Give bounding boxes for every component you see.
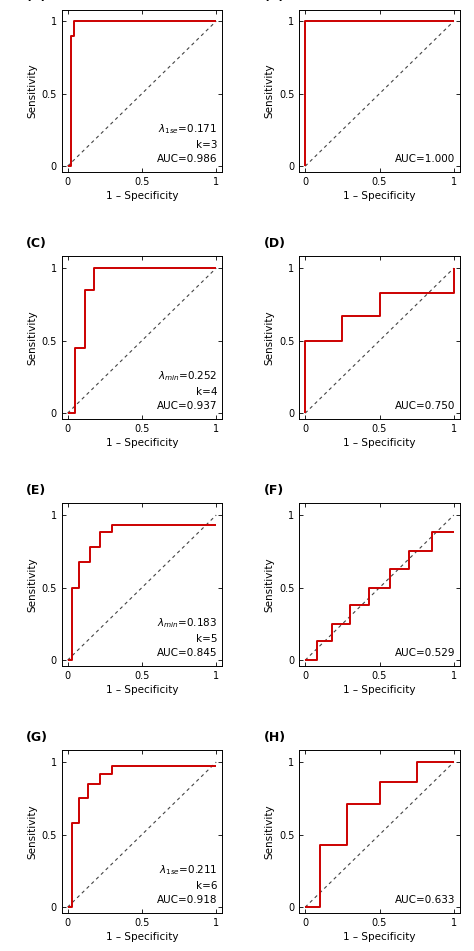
Y-axis label: Sensitivity: Sensitivity <box>27 805 37 859</box>
X-axis label: 1 – Specificity: 1 – Specificity <box>343 932 416 942</box>
X-axis label: 1 – Specificity: 1 – Specificity <box>106 932 178 942</box>
X-axis label: 1 – Specificity: 1 – Specificity <box>343 191 416 201</box>
Text: (G): (G) <box>26 731 48 744</box>
Text: $\lambda_{min}$=0.183
k=5
AUC=0.845: $\lambda_{min}$=0.183 k=5 AUC=0.845 <box>157 616 218 658</box>
Text: $\lambda_{min}$=0.252
k=4
AUC=0.937: $\lambda_{min}$=0.252 k=4 AUC=0.937 <box>157 369 218 411</box>
Text: (A): (A) <box>26 0 48 3</box>
X-axis label: 1 – Specificity: 1 – Specificity <box>106 191 178 201</box>
Text: (B): (B) <box>264 0 285 3</box>
Text: AUC=0.750: AUC=0.750 <box>394 401 455 411</box>
Y-axis label: Sensitivity: Sensitivity <box>265 557 275 612</box>
Y-axis label: Sensitivity: Sensitivity <box>27 557 37 612</box>
Text: (D): (D) <box>264 237 286 250</box>
X-axis label: 1 – Specificity: 1 – Specificity <box>343 685 416 695</box>
X-axis label: 1 – Specificity: 1 – Specificity <box>106 685 178 695</box>
Y-axis label: Sensitivity: Sensitivity <box>265 310 275 365</box>
Text: AUC=1.000: AUC=1.000 <box>395 154 455 164</box>
Text: (F): (F) <box>264 484 284 497</box>
Text: (C): (C) <box>26 237 47 250</box>
Text: AUC=0.633: AUC=0.633 <box>394 895 455 904</box>
Text: (E): (E) <box>26 484 46 497</box>
Text: $\lambda_{1se}$=0.171
k=3
AUC=0.986: $\lambda_{1se}$=0.171 k=3 AUC=0.986 <box>157 122 218 164</box>
Y-axis label: Sensitivity: Sensitivity <box>27 310 37 365</box>
X-axis label: 1 – Specificity: 1 – Specificity <box>343 438 416 448</box>
Y-axis label: Sensitivity: Sensitivity <box>265 805 275 859</box>
X-axis label: 1 – Specificity: 1 – Specificity <box>106 438 178 448</box>
Text: (H): (H) <box>264 731 286 744</box>
Text: AUC=0.529: AUC=0.529 <box>394 648 455 658</box>
Text: $\lambda_{1se}$=0.211
k=6
AUC=0.918: $\lambda_{1se}$=0.211 k=6 AUC=0.918 <box>157 864 218 904</box>
Y-axis label: Sensitivity: Sensitivity <box>265 64 275 118</box>
Y-axis label: Sensitivity: Sensitivity <box>27 64 37 118</box>
